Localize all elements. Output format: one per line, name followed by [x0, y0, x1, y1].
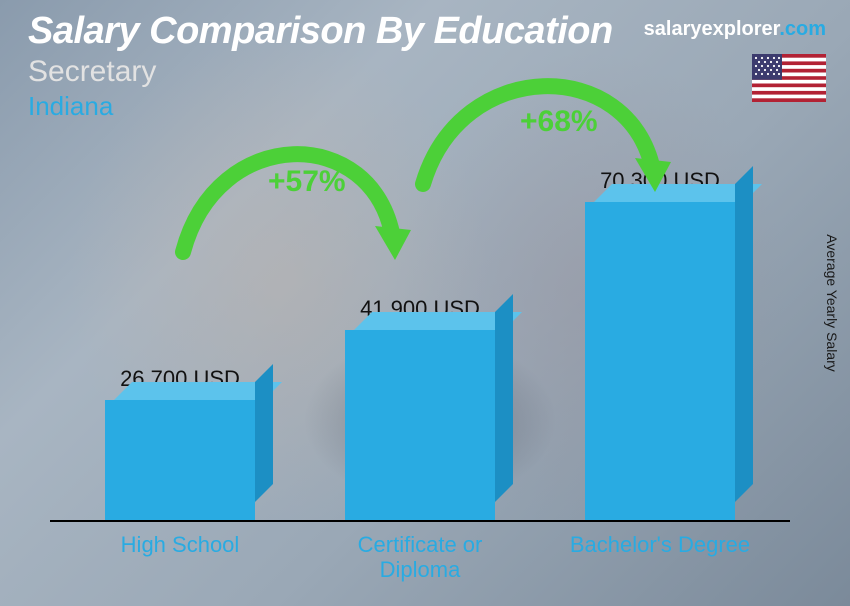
watermark-domain: .com — [779, 18, 826, 40]
us-flag-icon — [752, 54, 826, 102]
bar-front-face — [345, 330, 495, 520]
bar-group: 26,700 USD — [80, 366, 280, 520]
bar — [345, 330, 495, 520]
category-label: Certificate or Diploma — [320, 528, 520, 586]
bar-group: 70,300 USD — [560, 168, 760, 520]
watermark: salaryexplorer.com — [644, 18, 826, 41]
chart-baseline — [50, 520, 790, 522]
job-title: Secretary — [28, 55, 830, 89]
y-axis-label: Average Yearly Salary — [824, 234, 840, 372]
bar-front-face — [585, 202, 735, 520]
bar — [105, 400, 255, 520]
category-label: High School — [80, 528, 280, 586]
bar-group: 41,900 USD — [320, 296, 520, 520]
watermark-text: salaryexplorer — [644, 18, 780, 40]
bar-front-face — [105, 400, 255, 520]
bar-side-face — [255, 364, 273, 502]
bar-side-face — [495, 294, 513, 502]
location: Indiana — [28, 91, 830, 122]
bars-container: 26,700 USD41,900 USD70,300 USD — [60, 180, 780, 520]
categories-container: High School Certificate or Diploma Bachelo… — [60, 528, 780, 586]
bar-chart: 26,700 USD 41,900 USD70,300 USD High Scho… — [60, 166, 780, 586]
bar — [585, 202, 735, 520]
bar-side-face — [735, 166, 753, 502]
category-label: Bachelor's Degree — [560, 528, 760, 586]
